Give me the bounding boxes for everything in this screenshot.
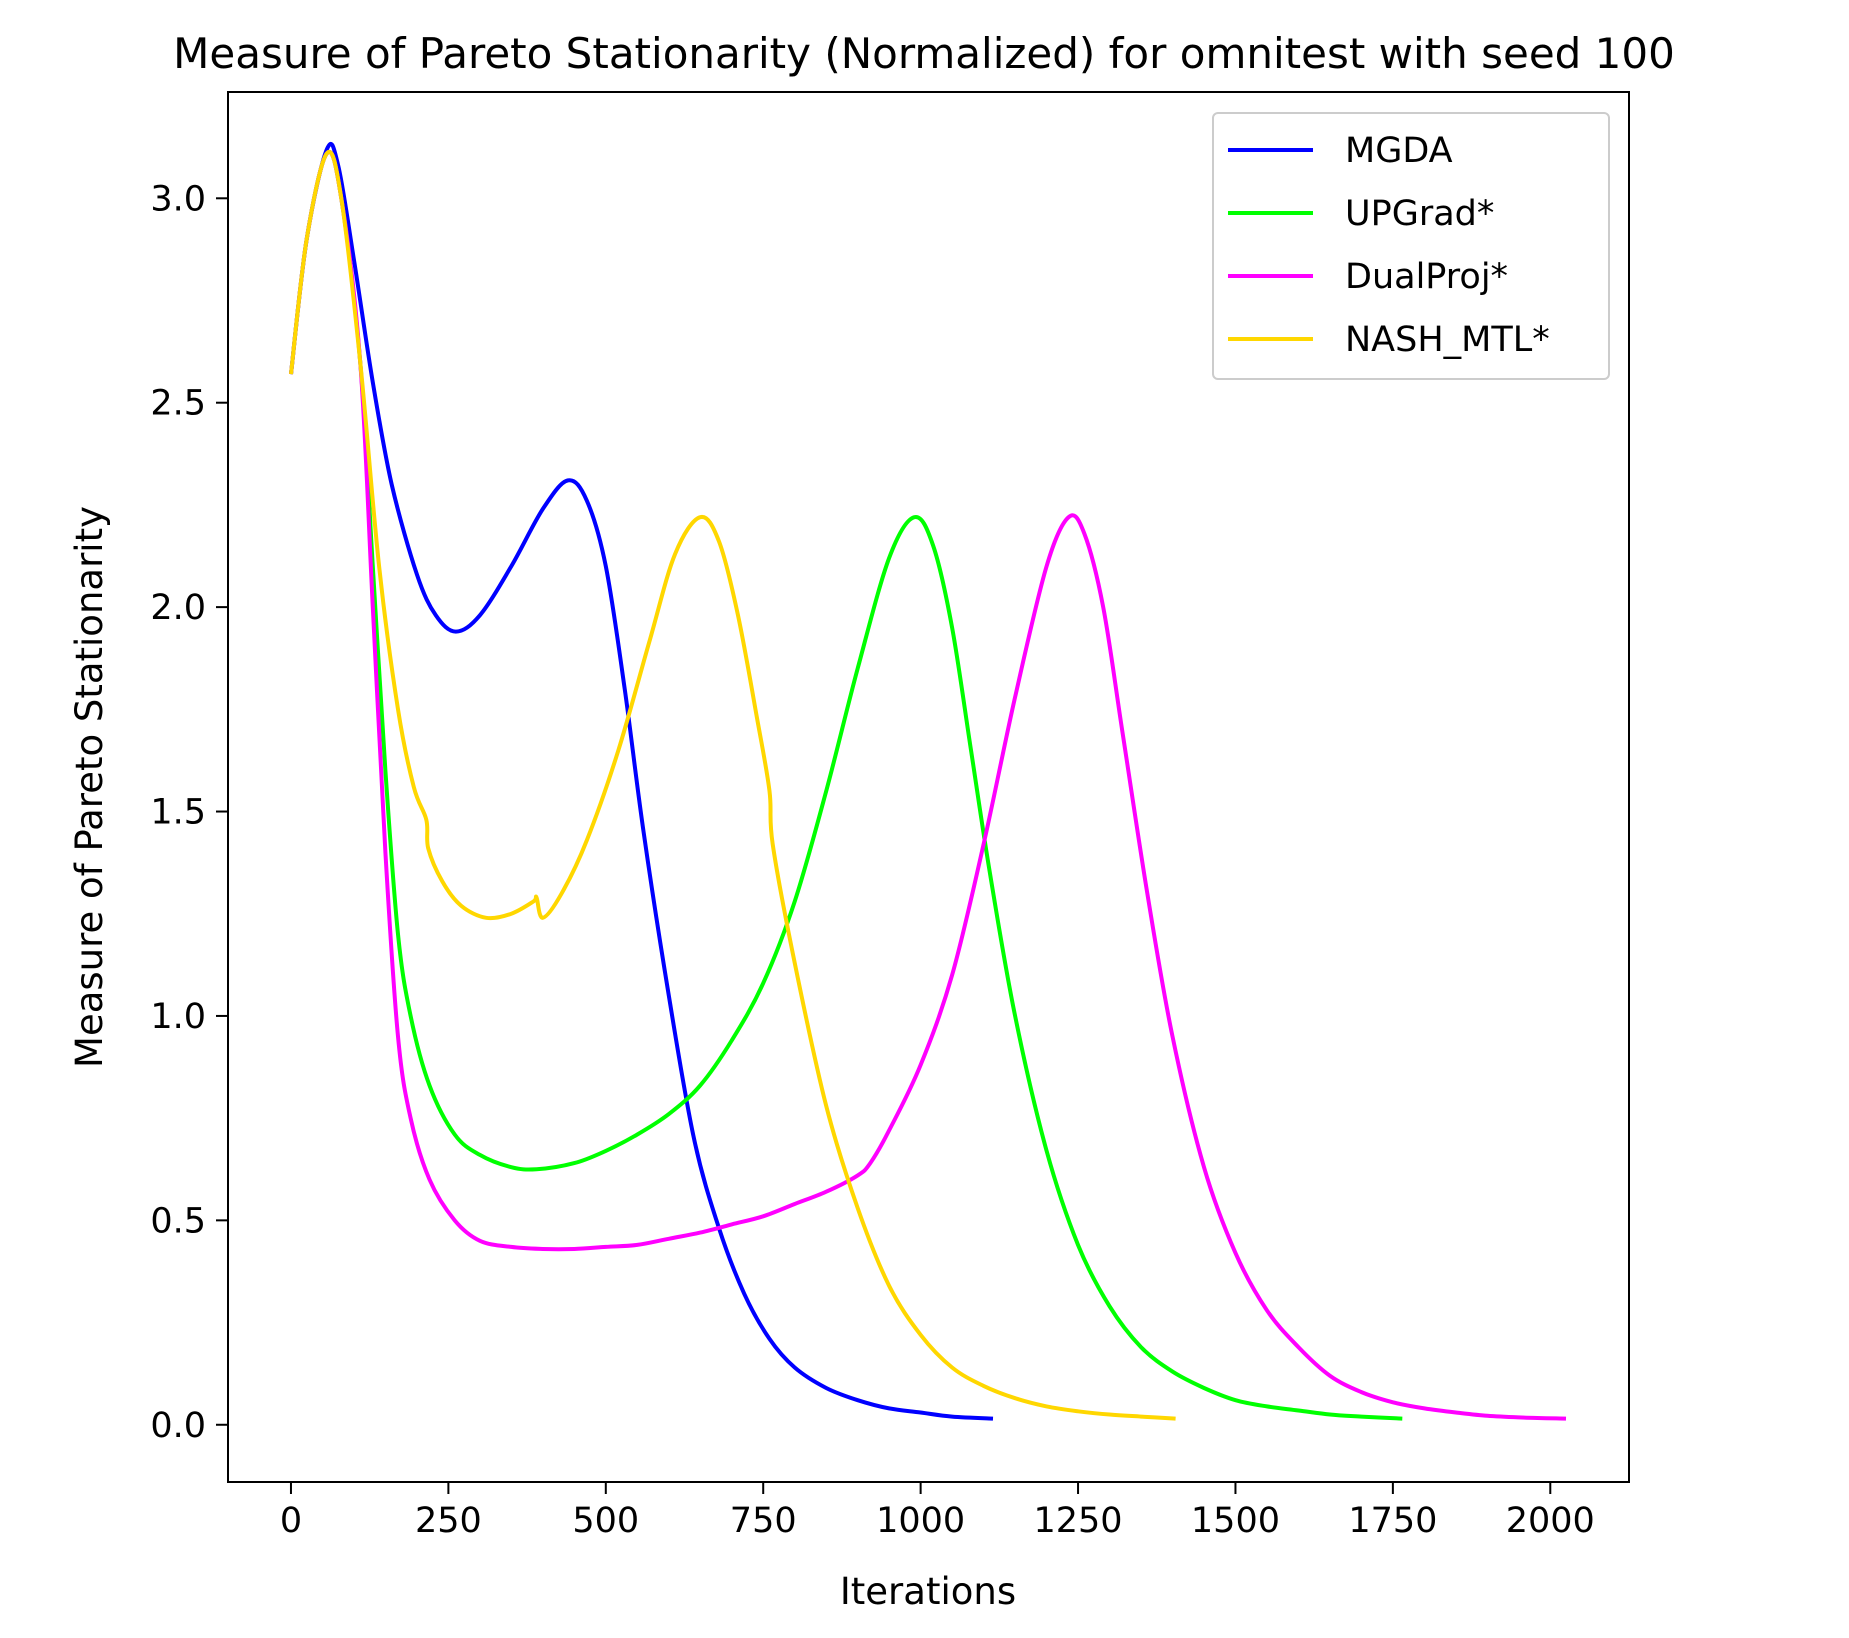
legend-frame xyxy=(1212,112,1610,380)
x-tick-label: 500 xyxy=(572,1501,639,1541)
legend: MGDA UPGrad* DualProj* NASH_MTL* xyxy=(1212,112,1610,380)
legend-label-mgda: MGDA xyxy=(1345,131,1453,171)
x-tick-label: 750 xyxy=(730,1501,797,1541)
x-tick-label: 1750 xyxy=(1348,1501,1437,1541)
y-tick-label: 1.5 xyxy=(150,793,206,833)
legend-label-upgrad: UPGrad* xyxy=(1345,194,1494,234)
y-axis-ticks: 0.0 0.5 1.0 1.5 2.0 2.5 3.0 xyxy=(150,179,228,1446)
series-line-upgrad xyxy=(289,149,1403,1421)
y-tick-label: 3.0 xyxy=(150,179,206,219)
series-line-nash-mtl xyxy=(289,149,1176,1421)
legend-label-nash-mtl: NASH_MTL* xyxy=(1345,320,1550,360)
x-axis-label: Iterations xyxy=(840,1570,1016,1613)
series-line-mgda xyxy=(289,142,994,1421)
x-tick-label: 0 xyxy=(280,1501,302,1541)
y-tick-label: 2.5 xyxy=(150,384,206,424)
y-tick-label: 0.0 xyxy=(150,1406,206,1446)
plot-area-frame xyxy=(227,91,1630,1483)
x-tick-label: 1250 xyxy=(1034,1501,1123,1541)
x-tick-label: 1000 xyxy=(876,1501,965,1541)
x-tick-label: 250 xyxy=(415,1501,482,1541)
x-tick-label: 1500 xyxy=(1191,1501,1280,1541)
y-axis-label: Measure of Pareto Stationarity xyxy=(68,506,111,1068)
series-line-dualproj xyxy=(289,149,1567,1421)
y-tick-label: 0.5 xyxy=(150,1201,206,1241)
series-layer xyxy=(289,142,1567,1421)
x-tick-label: 2000 xyxy=(1506,1501,1595,1541)
legend-label-dualproj: DualProj* xyxy=(1345,257,1508,297)
y-tick-label: 2.0 xyxy=(150,588,206,628)
y-tick-label: 1.0 xyxy=(150,997,206,1037)
x-axis-ticks: 0 250 500 750 1000 1250 1500 1750 2000 xyxy=(280,1482,1595,1541)
chart-title: Measure of Pareto Stationarity (Normaliz… xyxy=(173,29,1675,78)
